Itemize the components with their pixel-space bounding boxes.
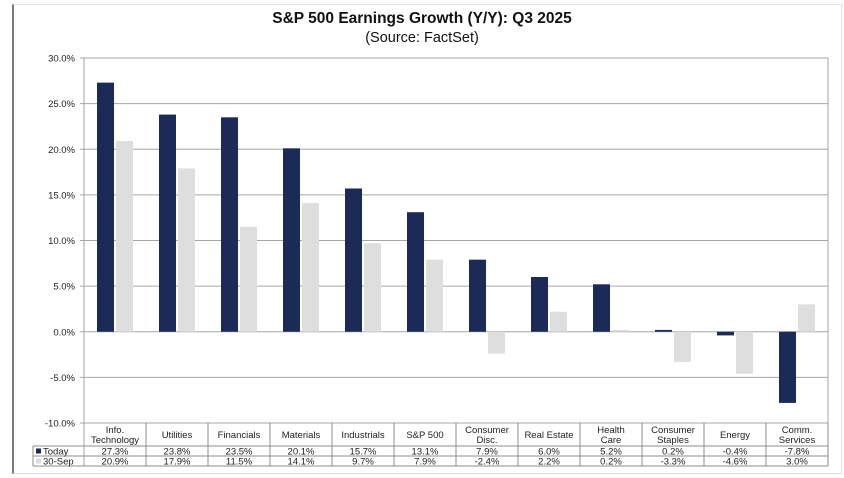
bar-today [221,117,238,332]
data-label: 20.9% [102,457,129,468]
category-label: Utilities [162,430,193,441]
bar-30-sep [488,331,505,354]
bars [97,82,815,403]
bar-today [283,148,300,332]
chart-subtitle: (Source: FactSet) [365,30,479,46]
data-label: 23.8% [164,447,191,458]
bar-30-sep [240,226,257,332]
category-label: Energy [720,430,750,441]
data-table: Info.Technology Utilities Financials Materi… [32,423,829,468]
data-label: 15.7% [350,447,377,458]
bar-today [531,277,548,332]
category-label: Health [597,425,624,436]
bar-30-sep [550,311,567,332]
y-tick-label: 15.0% [48,190,75,201]
bar-today [159,114,176,332]
y-tick-label: 0.0% [53,327,75,338]
category-label: Info. [106,425,125,436]
y-tick-label: 30.0% [48,54,75,65]
data-label: 7.9% [476,447,498,458]
data-label: -3.3% [661,457,686,468]
data-label: 27.3% [102,447,129,458]
bar-30-sep [426,259,443,332]
category-label: Disc. [476,435,497,446]
bar-30-sep [116,141,133,332]
category-label: Comm. [782,425,813,436]
data-label: -0.4% [723,447,748,458]
bar-today [345,188,362,332]
category-label: Financials [218,430,261,441]
data-label: 20.1% [288,447,315,458]
y-tick-label: 20.0% [48,145,75,156]
category-label: Real Estate [524,430,573,441]
data-label: -7.8% [785,447,810,458]
bar-today [779,331,796,403]
data-label: -4.6% [723,457,748,468]
data-label: 7.9% [414,457,436,468]
bar-today [469,259,486,332]
y-tick-label: -10.0% [45,419,76,430]
bar-30-sep [364,243,381,332]
legend-key-today [36,448,41,454]
bar-30-sep [798,304,815,332]
data-label: 0.2% [662,447,684,458]
bar-30-sep [302,203,319,332]
category-label: Care [601,435,622,446]
category-label: S&P 500 [406,430,443,441]
y-axis-tick-labels: 30.0% 25.0% 20.0% 15.0% 10.0% 5.0% 0.0% -5.0% -1… [45,54,76,430]
category-label: Staples [657,435,689,446]
y-tick-label: 5.0% [53,282,75,293]
data-label: 3.0% [786,457,808,468]
data-label: 14.1% [288,457,315,468]
bar-30-sep [178,168,195,332]
bar-30-sep [736,331,753,374]
data-label: 17.9% [164,457,191,468]
data-label: 0.2% [600,457,622,468]
y-tick-label: -5.0% [50,373,75,384]
category-label: Technology [91,435,139,446]
legend-key-30-sep [36,458,41,464]
category-label: Consumer [651,425,695,436]
data-label: 2.2% [538,457,560,468]
data-label: 6.0% [538,447,560,458]
chart-frame [12,4,842,474]
category-label: Services [779,435,816,446]
data-label: 13.1% [412,447,439,458]
data-label: 5.2% [600,447,622,458]
bar-today [407,212,424,332]
category-label: Materials [282,430,321,441]
data-label: -2.4% [475,457,500,468]
legend-label: 30-Sep [43,457,74,468]
data-label: 11.5% [226,457,253,468]
bar-30-sep [612,329,629,332]
y-tick-label: 10.0% [48,236,75,247]
bar-today [717,331,734,336]
data-label: 23.5% [226,447,253,458]
category-label: Consumer [465,425,509,436]
bar-today [593,284,610,332]
legend-label: Today [43,447,69,458]
data-label: 9.7% [352,457,374,468]
bar-today [655,329,672,332]
bar-today [97,82,114,332]
chart-title: S&P 500 Earnings Growth (Y/Y): Q3 2025 [272,10,572,27]
y-tick-label: 25.0% [48,99,75,110]
category-label: Industrials [341,430,385,441]
bar-30-sep [674,331,691,362]
